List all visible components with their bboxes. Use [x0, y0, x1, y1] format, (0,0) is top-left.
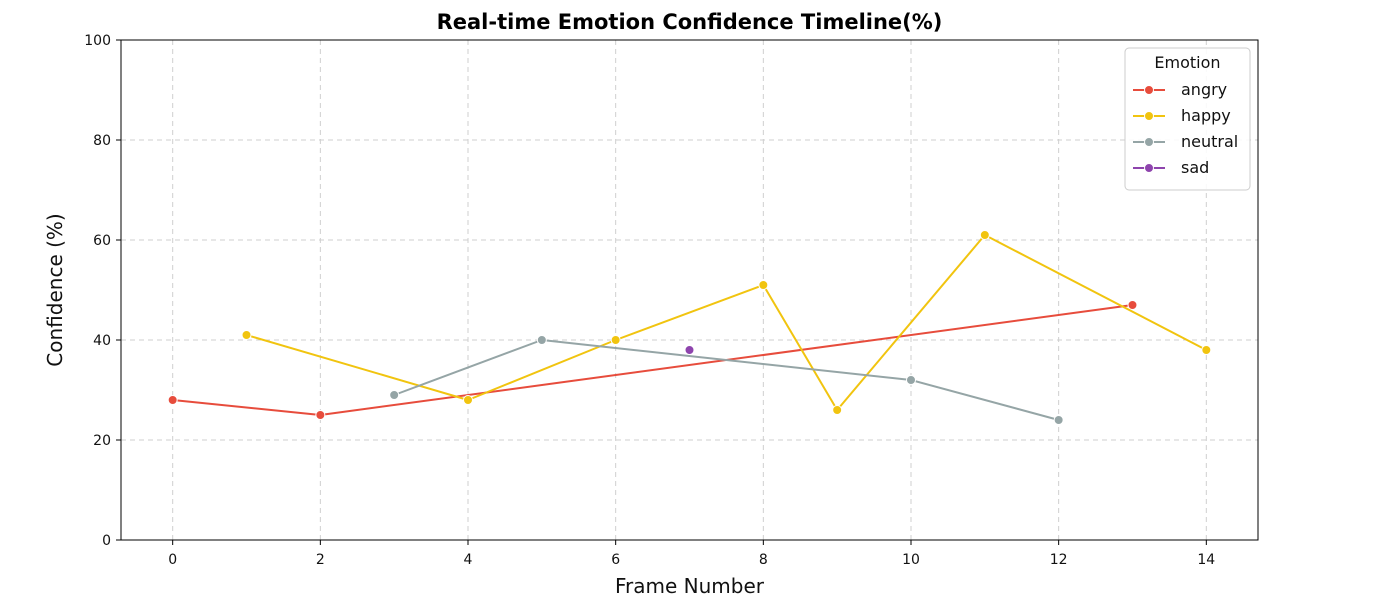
data-point-happy[interactable] — [758, 280, 769, 290]
x-tick-label: 0 — [168, 552, 177, 568]
legend-label: happy — [1181, 106, 1231, 125]
data-point-happy[interactable] — [241, 330, 252, 340]
legend-item-neutral[interactable]: neutral — [1133, 132, 1238, 151]
data-point-happy[interactable] — [1201, 345, 1212, 355]
series-layer — [167, 230, 1212, 425]
series-sad — [684, 345, 695, 355]
y-tick-label: 100 — [84, 33, 111, 49]
series-line-happy — [246, 234, 1207, 411]
y-tick-label: 0 — [102, 533, 111, 549]
x-tick-label: 14 — [1197, 552, 1215, 568]
x-tick-label: 10 — [902, 552, 920, 568]
legend-item-happy[interactable]: happy — [1133, 106, 1231, 125]
data-point-neutral[interactable] — [536, 335, 547, 345]
series-neutral — [389, 335, 1064, 425]
x-tick-label: 2 — [316, 552, 325, 568]
grid — [121, 39, 1258, 541]
legend-label: sad — [1181, 158, 1209, 177]
x-axis-title: Frame Number — [615, 574, 765, 598]
legend-box — [1124, 47, 1251, 191]
data-point-sad[interactable] — [684, 345, 695, 355]
legend-swatch-marker — [1144, 137, 1154, 147]
data-point-neutral[interactable] — [905, 375, 916, 385]
legend: Emotion angry happy neutral sad — [1124, 47, 1251, 191]
y-tick-label: 80 — [93, 133, 111, 149]
x-tick-label: 8 — [759, 552, 768, 568]
data-point-happy[interactable] — [832, 405, 843, 415]
x-tick-label: 6 — [611, 552, 620, 568]
data-point-happy[interactable] — [463, 395, 474, 405]
x-tick-label: 4 — [464, 552, 473, 568]
y-tick-label: 60 — [93, 233, 111, 249]
series-happy — [241, 230, 1212, 415]
legend-label: angry — [1181, 80, 1227, 99]
data-point-happy[interactable] — [979, 230, 990, 240]
ticks: 0 2 4 6 8 10 12 14 0 20 40 60 80 100 — [84, 33, 1215, 568]
chart-title: Real-time Emotion Confidence Timeline(%) — [437, 10, 943, 34]
data-point-angry[interactable] — [315, 410, 326, 420]
legend-swatch-marker — [1144, 163, 1154, 173]
series-line-neutral — [393, 339, 1059, 421]
y-axis-title: Confidence (%) — [43, 213, 67, 366]
legend-label: neutral — [1181, 132, 1238, 151]
series-angry — [167, 300, 1138, 420]
data-point-neutral[interactable] — [1053, 415, 1064, 425]
legend-swatch-marker — [1144, 85, 1154, 95]
legend-swatch-marker — [1144, 111, 1154, 121]
data-point-neutral[interactable] — [389, 390, 400, 400]
data-point-angry[interactable] — [1127, 300, 1138, 310]
x-tick-label: 12 — [1050, 552, 1068, 568]
legend-item-sad[interactable]: sad — [1133, 158, 1209, 177]
series-line-angry — [172, 304, 1133, 416]
y-tick-label: 40 — [93, 333, 111, 349]
legend-item-angry[interactable]: angry — [1133, 80, 1227, 99]
data-point-happy[interactable] — [610, 335, 621, 345]
data-point-angry[interactable] — [167, 395, 178, 405]
plot-frame — [120, 39, 1259, 541]
y-tick-label: 20 — [93, 433, 111, 449]
legend-title: Emotion — [1154, 53, 1220, 72]
